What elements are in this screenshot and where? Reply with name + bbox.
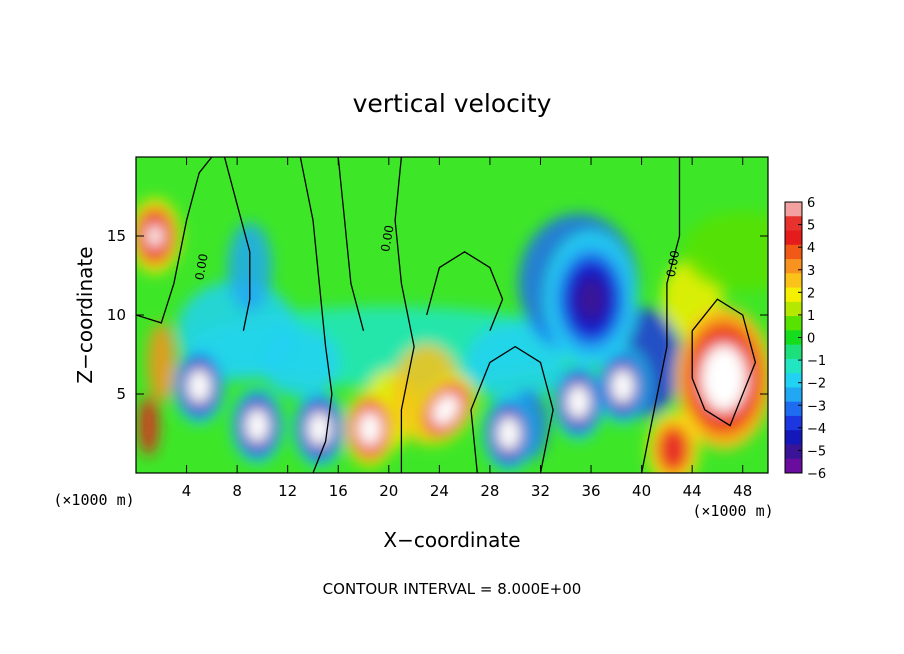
field-region bbox=[465, 322, 566, 403]
colorbar-tick-label: −4 bbox=[807, 422, 826, 437]
chart-title: vertical velocity bbox=[353, 89, 552, 118]
y-axis-label: Z−coordinate bbox=[73, 246, 97, 383]
contour-label: 0.00 bbox=[192, 253, 210, 282]
colorbar-swatch bbox=[785, 301, 802, 317]
field-region bbox=[147, 322, 176, 403]
x-tick-label: 32 bbox=[531, 482, 550, 500]
x-tick-label: 20 bbox=[379, 482, 398, 500]
colorbar-tick-label: −2 bbox=[807, 377, 826, 392]
downdraft-core bbox=[483, 396, 535, 471]
x-tick-label: 4 bbox=[182, 482, 192, 500]
colorbar-tick-label: 5 bbox=[807, 219, 815, 234]
downdraft-core bbox=[173, 348, 225, 424]
colorbar-tick-label: 0 bbox=[807, 332, 815, 347]
colorbar-swatch bbox=[785, 373, 802, 388]
contour-line bbox=[136, 157, 213, 324]
contour-line bbox=[394, 157, 415, 473]
colorbar-tick-label: 1 bbox=[807, 309, 815, 324]
colorbar-tick-label: −3 bbox=[807, 399, 826, 414]
updraft-core bbox=[136, 198, 181, 274]
colorbar-tick-label: −6 bbox=[807, 467, 826, 482]
colorbar-swatch bbox=[785, 330, 802, 346]
contour-interval-note: CONTOUR INTERVAL = 8.000E+00 bbox=[323, 580, 582, 598]
zero-contours: 0.00 0.00 0.00 bbox=[136, 157, 757, 473]
field-region bbox=[260, 327, 341, 398]
colorbar-swatch bbox=[785, 444, 802, 460]
y-axis: 5 10 15 bbox=[107, 227, 768, 403]
y-tick-label: 15 bbox=[107, 227, 126, 245]
colorbar-tick-label: −5 bbox=[807, 444, 826, 459]
y-tick-label: 10 bbox=[107, 306, 126, 324]
x-unit-left: (×1000 m) bbox=[53, 491, 134, 509]
colorbar-swatch bbox=[785, 202, 802, 217]
x-tick-label: 48 bbox=[733, 482, 752, 500]
colorbar-swatch bbox=[785, 259, 802, 274]
contour-label: 0.00 bbox=[664, 249, 682, 278]
contour-line bbox=[640, 157, 681, 473]
y-tick-label: 5 bbox=[116, 385, 126, 403]
colorbar-tick-label: 4 bbox=[807, 241, 815, 256]
contour-label: 0.00 bbox=[378, 224, 396, 253]
downdraft-core bbox=[231, 388, 283, 463]
downdraft-core bbox=[552, 364, 604, 440]
x-tick-label: 44 bbox=[683, 482, 702, 500]
downdraft-core bbox=[545, 231, 637, 367]
velocity-field bbox=[136, 198, 768, 473]
contour-line bbox=[223, 157, 251, 331]
colorbar-swatch bbox=[785, 287, 802, 303]
updraft-core bbox=[415, 375, 476, 444]
colorbar-tick-label: 3 bbox=[807, 264, 815, 279]
colorbar-swatch bbox=[785, 273, 802, 289]
x-unit-right: (×1000 m) bbox=[692, 502, 773, 520]
downdraft-core bbox=[293, 391, 345, 467]
colorbar-swatch bbox=[785, 358, 802, 374]
colorbar-swatch bbox=[785, 244, 802, 260]
x-tick-label: 16 bbox=[329, 482, 348, 500]
plot-area: 0.00 0.00 0.00 bbox=[136, 157, 768, 473]
x-axis-label: X−coordinate bbox=[383, 528, 520, 552]
colorbar-swatch bbox=[785, 387, 802, 403]
colorbar-tick-label: 6 bbox=[807, 196, 815, 211]
colorbar-swatch bbox=[785, 216, 802, 232]
x-tick-label: 28 bbox=[480, 482, 499, 500]
colorbar: 6 5 4 3 2 1 0 −1 −2 −3 −4 −5 −6 bbox=[784, 196, 826, 482]
x-tick-label: 12 bbox=[278, 482, 297, 500]
x-tick-label: 36 bbox=[581, 482, 600, 500]
x-axis: 4 8 12 16 20 24 28 32 36 40 44 48 bbox=[182, 157, 752, 500]
contour-line bbox=[470, 345, 554, 473]
contour-line bbox=[337, 157, 365, 331]
colorbar-tick-label: −1 bbox=[807, 354, 826, 369]
updraft-core bbox=[344, 391, 396, 467]
downdraft-core bbox=[597, 348, 649, 424]
colorbar-swatch bbox=[785, 458, 802, 474]
colorbar-swatch bbox=[785, 230, 802, 246]
colorbar-tick-label: 2 bbox=[807, 286, 815, 301]
colorbar-swatch bbox=[785, 401, 802, 417]
x-tick-label: 8 bbox=[232, 482, 242, 500]
contour-line bbox=[299, 157, 333, 473]
contour-line bbox=[426, 251, 504, 332]
colorbar-swatch bbox=[785, 430, 802, 445]
colorbar-swatch bbox=[785, 344, 802, 360]
contour-line bbox=[691, 298, 757, 427]
colorbar-swatch bbox=[785, 415, 802, 431]
field-region bbox=[138, 395, 159, 456]
x-tick-label: 40 bbox=[632, 482, 651, 500]
x-tick-label: 24 bbox=[430, 482, 449, 500]
field-region bbox=[682, 211, 768, 292]
updraft-core bbox=[647, 411, 699, 473]
colorbar-swatch bbox=[785, 316, 802, 331]
